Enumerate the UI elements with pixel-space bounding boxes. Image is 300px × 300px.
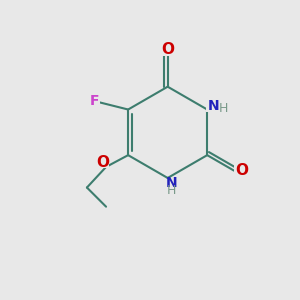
Bar (88, 95, 100, 106)
Text: N: N (208, 99, 220, 113)
Bar (234, 166, 249, 176)
Text: H: H (167, 184, 176, 197)
Bar (164, 179, 186, 191)
Bar (160, 44, 175, 56)
Bar (206, 101, 229, 112)
Text: N: N (165, 176, 177, 190)
Text: O: O (235, 163, 248, 178)
Text: H: H (219, 102, 228, 115)
Bar (97, 158, 109, 168)
Text: F: F (89, 94, 99, 108)
Text: O: O (97, 155, 110, 170)
Text: O: O (161, 42, 174, 57)
